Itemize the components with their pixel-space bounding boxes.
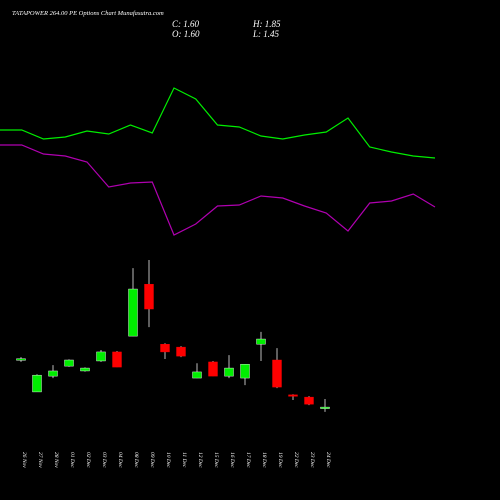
candle-body — [160, 343, 170, 353]
x-tick-label: 11 Dec — [181, 452, 187, 468]
ohlc-high: H: 1.85 — [252, 19, 281, 29]
candle-body — [288, 394, 298, 397]
candle-body — [256, 338, 266, 345]
ohlc-open: O: 1.60 — [172, 29, 200, 39]
candle-body — [64, 359, 74, 367]
x-tick-label: 23 Dec — [309, 452, 315, 468]
x-tick-label: 08 Dec — [133, 452, 139, 468]
candle-body — [240, 363, 250, 379]
candle-body — [208, 361, 218, 377]
candle-body — [320, 406, 330, 409]
candle-body — [176, 346, 186, 357]
x-tick-label: 09 Dec — [149, 452, 155, 468]
candle-body — [16, 358, 26, 361]
candle-body — [224, 367, 234, 377]
candle-body — [48, 370, 58, 377]
candle-body — [272, 359, 282, 388]
x-tick-label: 17 Dec — [245, 452, 251, 468]
x-tick-label: 28 Nov — [53, 452, 59, 468]
candle-body — [80, 367, 90, 372]
indicator-line — [0, 87, 436, 159]
ohlc-close: C: 1.60 — [172, 19, 200, 29]
candle-body — [96, 351, 106, 362]
candle-body — [304, 396, 314, 405]
x-tick-label: 03 Dec — [101, 452, 107, 468]
x-tick-label: 19 Dec — [277, 452, 283, 468]
indicator-line — [0, 144, 436, 236]
x-tick-label: 04 Dec — [117, 452, 124, 468]
x-tick-label: 18 Dec — [261, 452, 267, 468]
x-tick-label: 10 Dec — [165, 452, 171, 468]
candle-body — [144, 283, 154, 310]
x-tick-label: 02 Dec — [85, 452, 91, 468]
x-tick-label: 22 Dec — [293, 452, 299, 468]
chart-title: TATAPOWER 264.00 PE Options Chart Munafa… — [12, 10, 164, 17]
x-tick-label: 24 Dec — [325, 452, 332, 468]
x-tick-label: 27 Nov — [37, 452, 43, 468]
x-tick-label: 12 Dec — [197, 452, 203, 468]
candle-body — [192, 371, 202, 379]
candle-body — [32, 374, 42, 393]
x-tick-label: 01 Dec — [69, 452, 75, 468]
x-tick-label: 15 Dec — [213, 452, 219, 468]
ohlc-low: L: 1.45 — [252, 29, 280, 39]
candle-body — [112, 351, 122, 368]
x-tick-label: 26 Nov — [21, 452, 27, 468]
x-tick-label: 16 Dec — [229, 452, 235, 468]
candle-body — [128, 288, 138, 337]
